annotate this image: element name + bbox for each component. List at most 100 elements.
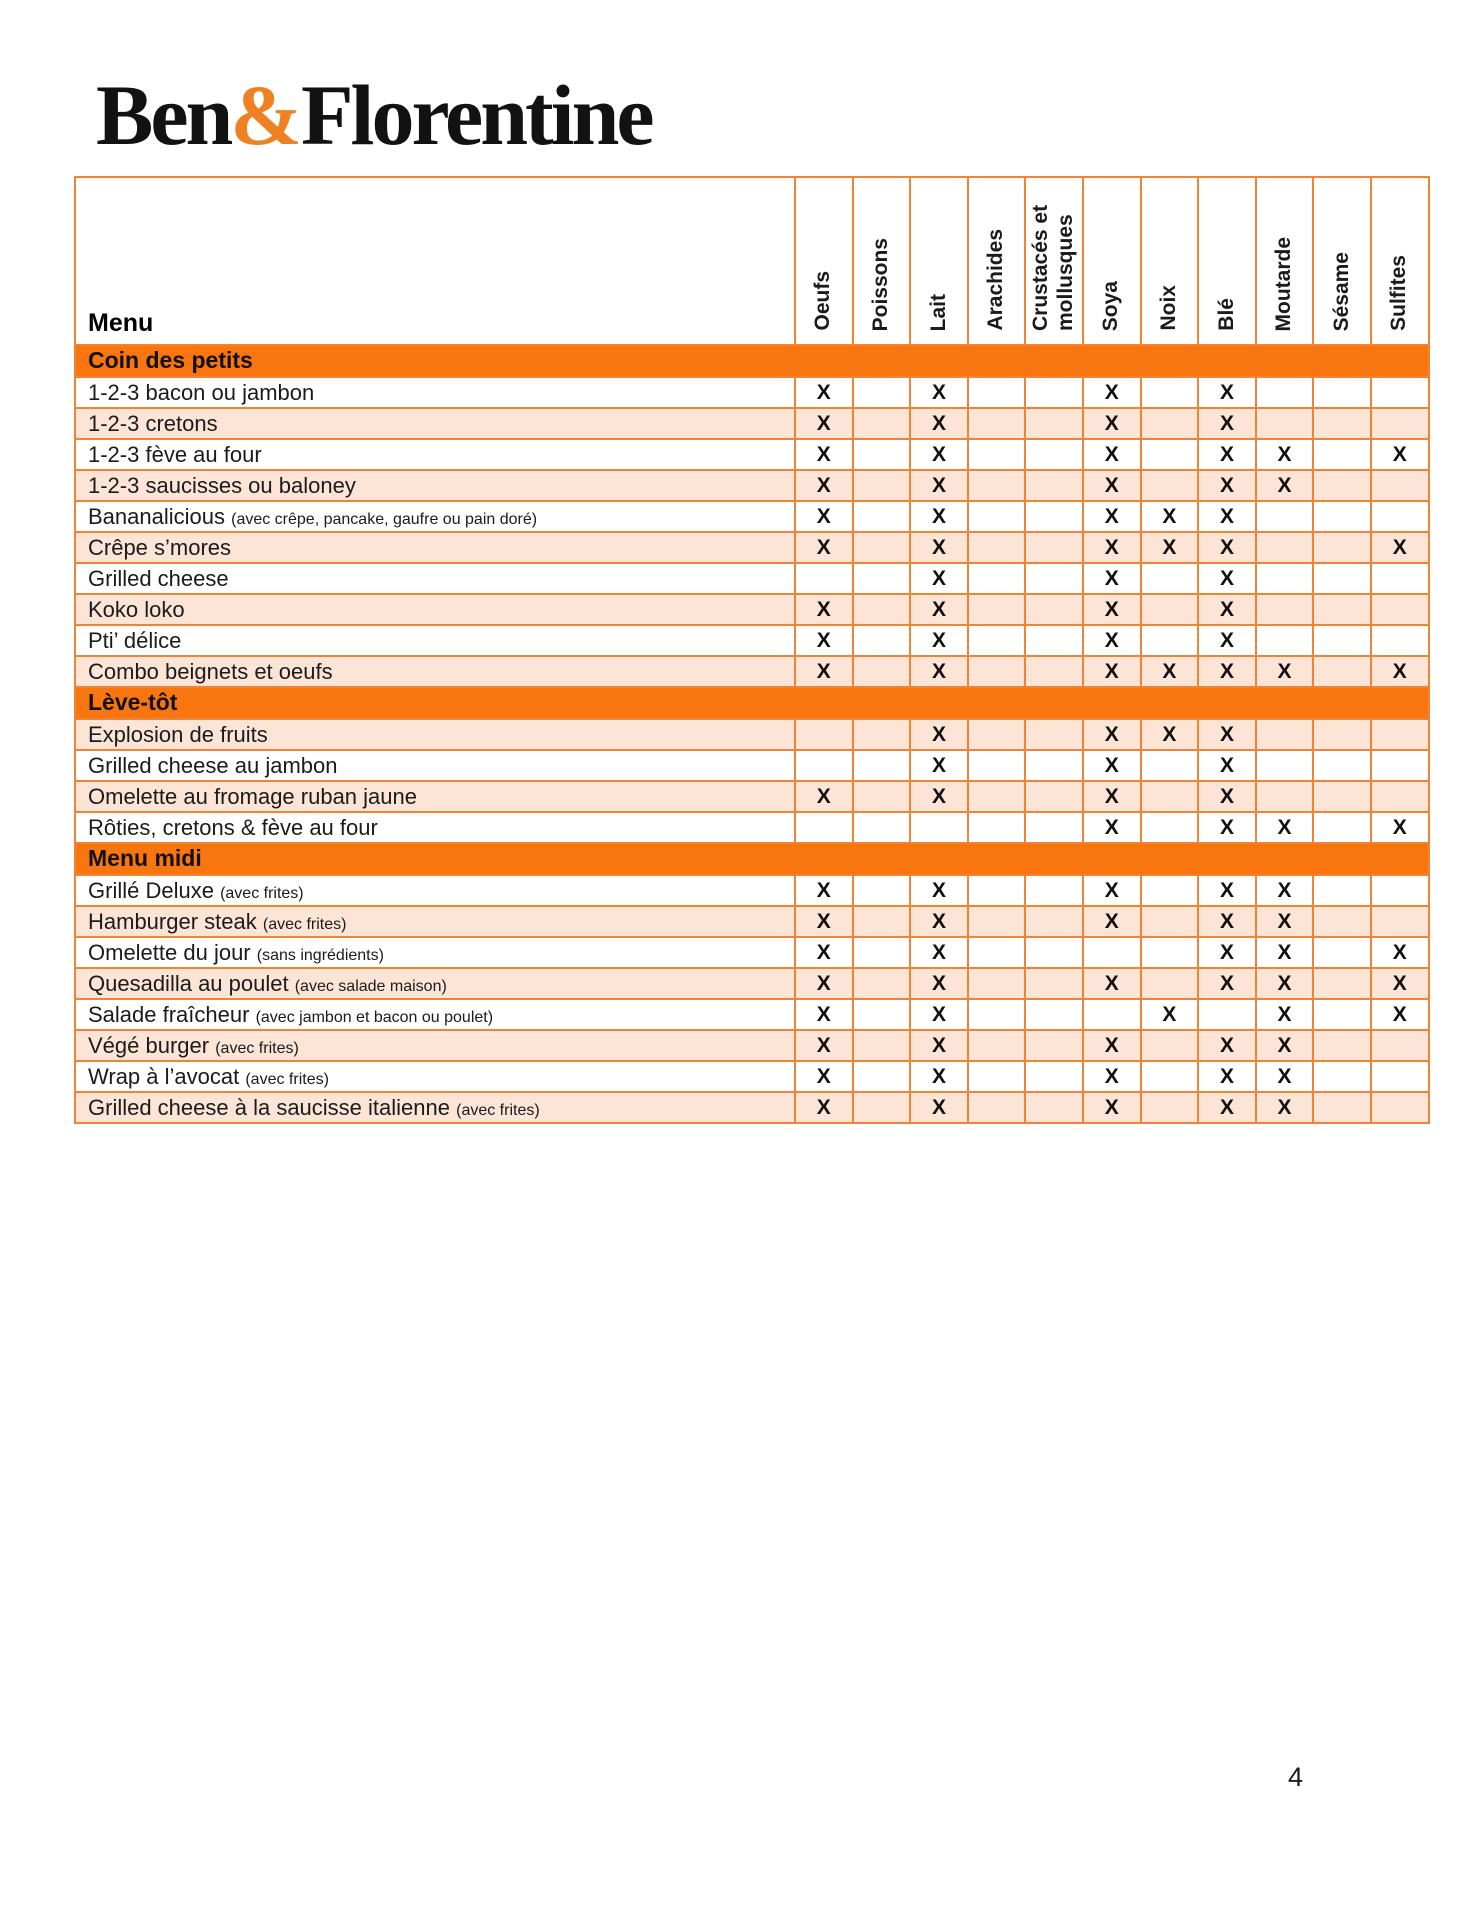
allergen-mark-cell-noix — [1139, 469, 1200, 502]
allergen-mark-cell-crustaces — [1024, 562, 1084, 595]
allergen-mark-cell-lait: X — [909, 1060, 969, 1093]
allergen-mark-cell-moutarde: X — [1254, 1060, 1315, 1093]
allergen-mark-cell-soya: X — [1081, 624, 1142, 657]
allergen-mark-cell-poissons — [851, 936, 912, 969]
allergen-mark-cell-sesame — [1312, 438, 1372, 471]
menu-item-note: (avec frites) — [456, 1101, 540, 1119]
allergen-mark-cell-noix — [1139, 438, 1200, 471]
allergen-mark-cell-noix — [1139, 1060, 1200, 1093]
allergen-mark-cell-poissons — [851, 562, 912, 595]
menu-item-note: (sans ingrédients) — [256, 946, 384, 964]
allergen-mark-cell-moutarde: X — [1254, 1091, 1315, 1124]
menu-item-name: 1-2-3 bacon ou jambon — [88, 379, 315, 405]
menu-item-name: Rôties, cretons & fève au four — [88, 814, 378, 840]
allergen-mark-cell-oeufs: X — [794, 469, 854, 502]
menu-item-name: Explosion de fruits — [88, 721, 268, 747]
allergen-mark-cell-lait: X — [909, 624, 969, 657]
menu-item-name: Omelette du jour — [88, 939, 251, 965]
menu-item-name: 1-2-3 fève au four — [88, 441, 262, 467]
column-header-label: Lait — [926, 293, 950, 331]
allergen-mark-cell-crustaces — [1024, 1029, 1084, 1062]
allergen-mark-cell-lait: X — [909, 780, 969, 813]
menu-item-name: Wrap à l’avocat — [88, 1063, 240, 1089]
menu-item-name: Omelette au fromage ruban jaune — [88, 783, 417, 809]
menu-item-note: (avec jambon et bacon ou poulet) — [255, 1008, 494, 1026]
allergen-mark-cell-noix — [1139, 967, 1200, 1000]
column-header-noix: Noix — [1139, 176, 1200, 346]
allergen-mark-cell-poissons — [851, 998, 912, 1031]
allergen-mark-cell-ble: X — [1197, 1029, 1257, 1062]
menu-item-row: Omelette du jour (sans ingrédients) X X X X X — [74, 936, 1430, 969]
menu-item-name: Combo beignets et oeufs — [88, 658, 333, 684]
menu-item-row: Hamburger steak (avec frites) X X X X X — [74, 905, 1430, 938]
allergen-mark-cell-moutarde — [1254, 593, 1315, 626]
menu-item-row: Crêpe s’mores X X X X X X — [74, 531, 1430, 564]
allergen-mark-cell-crustaces — [1024, 874, 1084, 907]
allergen-mark-cell-soya: X — [1081, 718, 1142, 751]
allergen-mark-cell-ble: X — [1197, 780, 1257, 813]
allergen-mark-cell-ble: X — [1197, 593, 1257, 626]
menu-item-note: (avec frites) — [215, 1039, 299, 1057]
menu-item-row: 1-2-3 fève au four X X X X X X — [74, 438, 1430, 471]
allergen-mark-cell-soya: X — [1081, 780, 1142, 813]
allergen-mark-cell-poissons — [851, 780, 912, 813]
allergen-mark-cell-oeufs: X — [794, 624, 854, 657]
allergen-mark-cell-oeufs: X — [794, 407, 854, 440]
allergen-mark-cell-poissons — [851, 376, 912, 409]
allergen-mark-cell-oeufs: X — [794, 780, 854, 813]
allergen-mark-cell-oeufs: X — [794, 500, 854, 533]
allergen-mark-cell-oeufs: X — [794, 1091, 854, 1124]
allergen-mark-cell-ble: X — [1197, 562, 1257, 595]
menu-item-cell: Pti’ délice — [74, 624, 796, 657]
allergen-mark-cell-poissons — [851, 438, 912, 471]
menu-item-row: Quesadilla au poulet (avec salade maison… — [74, 967, 1430, 1000]
menu-item-cell: Omelette au fromage ruban jaune — [74, 780, 796, 813]
allergen-mark-cell-soya: X — [1081, 593, 1142, 626]
allergen-mark-cell-poissons — [851, 531, 912, 564]
allergen-mark-cell-arachides — [966, 562, 1027, 595]
menu-section: Lève-tôt Explosion de fruits X X X X Grilled c… — [74, 686, 1430, 844]
allergen-mark-cell-soya: X — [1081, 967, 1142, 1000]
column-header-label: Sésame — [1329, 251, 1353, 331]
allergen-mark-cell-sulfites — [1369, 874, 1430, 907]
allergen-mark-cell-moutarde — [1254, 780, 1315, 813]
allergen-mark-cell-crustaces — [1024, 531, 1084, 564]
allergen-mark-cell-soya: X — [1081, 500, 1142, 533]
allergen-mark-cell-sulfites — [1369, 376, 1430, 409]
allergen-mark-cell-arachides — [966, 1029, 1027, 1062]
allergen-mark-cell-noix — [1139, 624, 1200, 657]
menu-item-name: Grillé Deluxe — [88, 877, 214, 903]
allergen-mark-cell-oeufs: X — [794, 376, 854, 409]
allergen-mark-cell-arachides — [966, 376, 1027, 409]
allergen-mark-cell-sulfites — [1369, 593, 1430, 626]
allergen-mark-cell-sulfites — [1369, 780, 1430, 813]
allergen-mark-cell-crustaces — [1024, 438, 1084, 471]
menu-item-row: Salade fraîcheur (avec jambon et bacon o… — [74, 998, 1430, 1031]
allergen-mark-cell-sulfites — [1369, 749, 1430, 782]
menu-item-cell: Salade fraîcheur (avec jambon et bacon o… — [74, 998, 796, 1031]
allergen-mark-cell-ble: X — [1197, 469, 1257, 502]
allergen-mark-cell-noix: X — [1139, 500, 1200, 533]
section-header-row: Menu midi — [74, 842, 1430, 876]
allergen-mark-cell-lait: X — [909, 1029, 969, 1062]
allergen-mark-cell-ble: X — [1197, 624, 1257, 657]
allergen-mark-cell-lait: X — [909, 749, 969, 782]
menu-item-row: Omelette au fromage ruban jaune X X X X — [74, 780, 1430, 813]
allergen-mark-cell-noix — [1139, 1029, 1200, 1062]
allergen-mark-cell-arachides — [966, 1091, 1027, 1124]
column-header-label: Moutarde — [1272, 236, 1296, 332]
allergen-mark-cell-lait: X — [909, 593, 969, 626]
allergen-mark-cell-lait: X — [909, 562, 969, 595]
allergen-mark-cell-crustaces — [1024, 998, 1084, 1031]
allergen-mark-cell-poissons — [851, 967, 912, 1000]
menu-item-name: Koko loko — [88, 596, 185, 622]
allergen-mark-cell-sulfites: X — [1369, 811, 1430, 844]
allergen-mark-cell-crustaces — [1024, 376, 1084, 409]
menu-item-name: Pti’ délice — [88, 627, 182, 653]
allergen-mark-cell-crustaces — [1024, 407, 1084, 440]
allergen-mark-cell-oeufs — [794, 811, 854, 844]
allergen-mark-cell-lait — [909, 811, 969, 844]
allergen-mark-cell-sesame — [1312, 967, 1372, 1000]
section-title: Menu midi — [74, 842, 1430, 876]
allergen-mark-cell-noix — [1139, 936, 1200, 969]
